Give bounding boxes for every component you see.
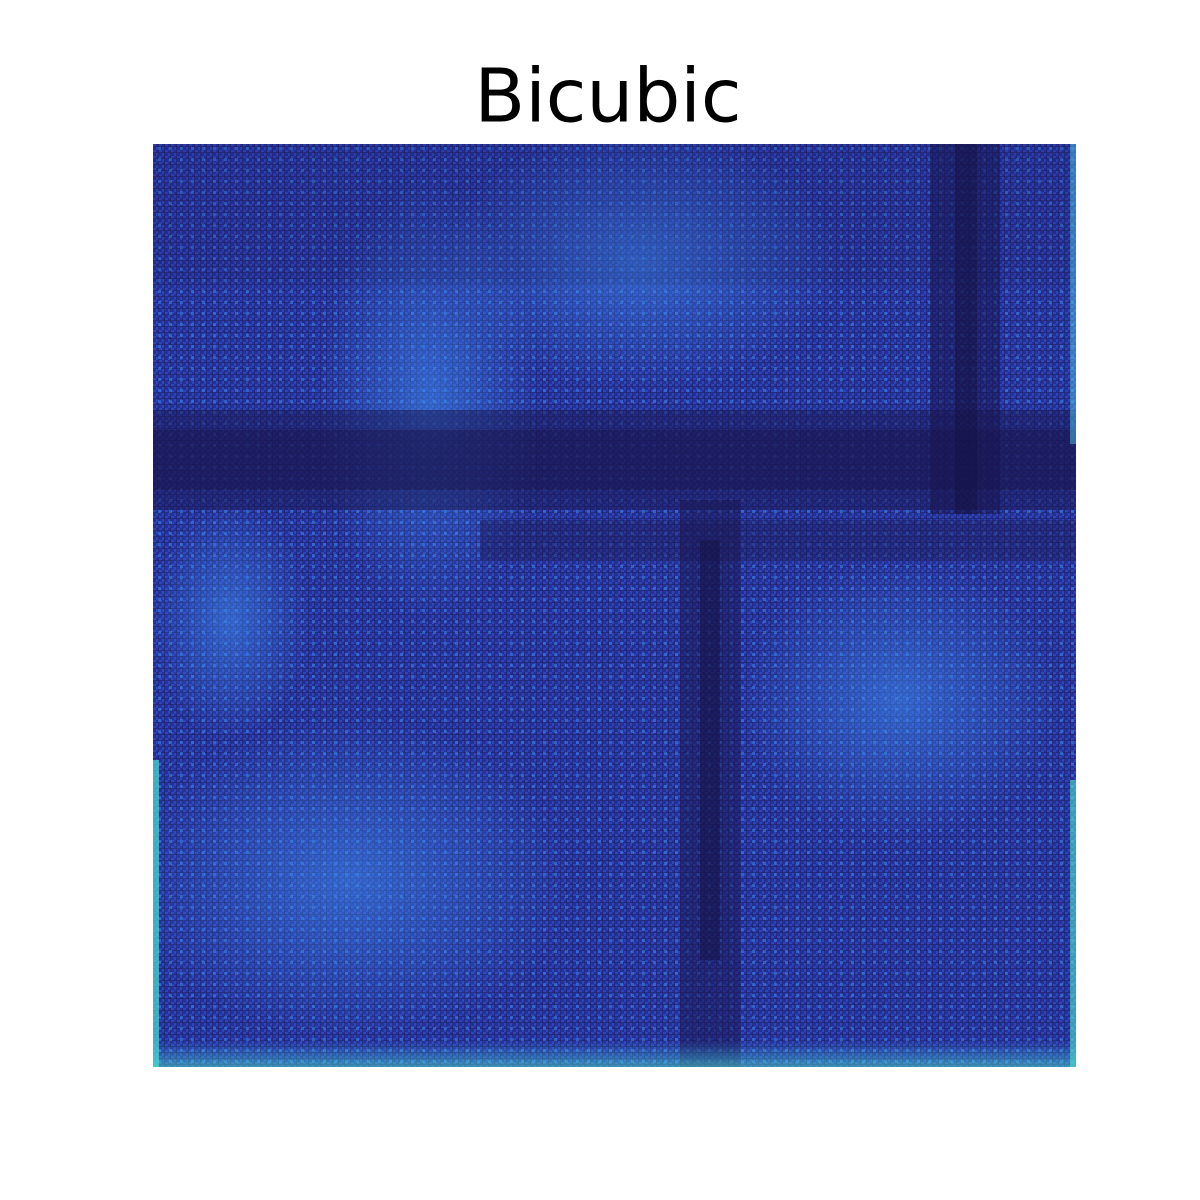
title: Bicubic <box>474 54 741 140</box>
error-map <box>153 144 1076 1067</box>
